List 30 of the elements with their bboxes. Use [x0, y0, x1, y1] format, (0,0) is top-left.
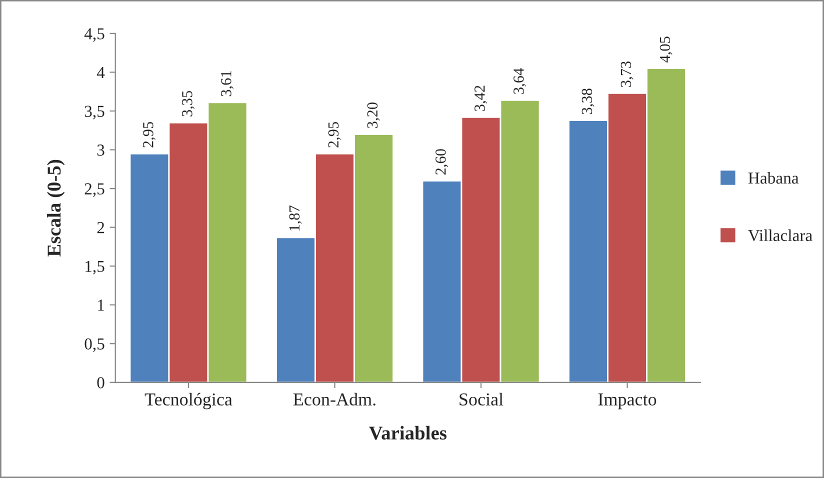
- data-label: 3,73: [620, 61, 634, 87]
- y-tick-label: 2: [97, 222, 104, 234]
- y-tick-label: 0,5: [84, 338, 104, 352]
- data-label: 3,38: [582, 88, 594, 114]
- legend-label: Habana: [748, 172, 799, 184]
- data-label: 4,05: [660, 36, 672, 62]
- data-label: 1,87: [289, 206, 302, 230]
- x-tick-label: Tecnológica: [144, 392, 232, 410]
- data-label: 3,42: [474, 86, 488, 111]
- data-label: 2,95: [328, 122, 341, 148]
- y-tick-label: 1,5: [86, 260, 104, 274]
- data-label: 3,64: [514, 68, 526, 94]
- x-tick-label: Impacto: [598, 394, 656, 410]
- data-label: 3,61: [221, 71, 234, 96]
- y-tick-label: 4,5: [84, 28, 104, 42]
- legend-label: Villaclara: [748, 229, 812, 242]
- y-axis-title: Escala (0-5): [47, 160, 65, 256]
- data-label: 3,35: [182, 90, 195, 116]
- data-label: 2,95: [143, 122, 156, 148]
- y-tick-label: 4: [96, 67, 105, 78]
- data-label: 3,20: [367, 102, 380, 128]
- data-label: 2,60: [436, 149, 448, 175]
- x-axis-title: Variables: [369, 426, 446, 440]
- x-tick-label: Econ-Adm.: [293, 392, 376, 406]
- y-tick-label: 2,5: [84, 183, 104, 197]
- y-tick-label: 3: [97, 144, 104, 156]
- x-tick-label: Social: [460, 392, 504, 406]
- y-tick-label: 0: [97, 377, 104, 388]
- y-tick-label: 1: [98, 300, 104, 311]
- y-tick-label: 3,5: [84, 106, 104, 120]
